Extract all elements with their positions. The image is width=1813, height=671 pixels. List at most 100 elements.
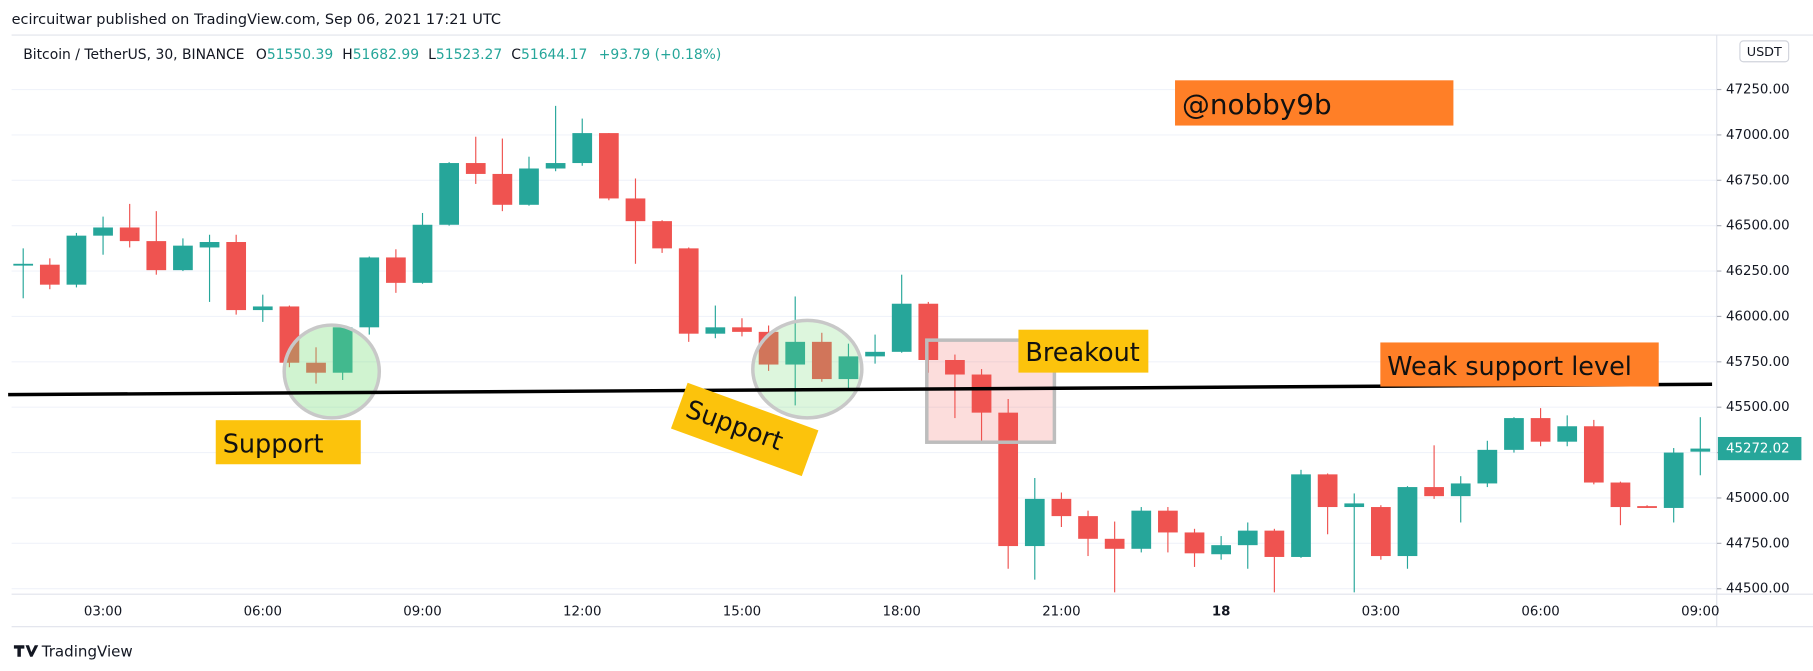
last-price-tag bbox=[1717, 436, 1802, 461]
candle-body bbox=[1237, 530, 1258, 546]
publish-info: ecircuitwar published on TradingView.com… bbox=[12, 12, 501, 28]
candle-body bbox=[519, 168, 539, 205]
y-tick-label: 44750.00 bbox=[1726, 536, 1790, 551]
support-circle bbox=[751, 318, 864, 420]
label-box bbox=[215, 420, 361, 465]
ohlc-key: C bbox=[511, 47, 521, 63]
y-tick-label: 46500.00 bbox=[1726, 219, 1790, 234]
candle-body bbox=[1610, 482, 1631, 508]
annotation: Weak support level bbox=[1387, 352, 1632, 382]
y-tick-label: 45000.00 bbox=[1726, 491, 1790, 506]
x-tick-label: 18:00 bbox=[882, 605, 920, 620]
candle-body bbox=[306, 362, 326, 373]
ohlc-key: L bbox=[428, 47, 436, 63]
candle-body bbox=[386, 257, 406, 283]
candle-body bbox=[39, 264, 60, 285]
candle-body bbox=[971, 374, 992, 413]
candle-body bbox=[1504, 418, 1524, 450]
x-tick-label: 21:00 bbox=[1042, 605, 1080, 620]
candle-body bbox=[13, 263, 34, 266]
candle-body bbox=[146, 241, 167, 271]
candle-body bbox=[66, 235, 87, 285]
candle-body bbox=[1424, 487, 1444, 497]
x-tick-label: 09:00 bbox=[403, 605, 441, 620]
candle-body bbox=[678, 248, 699, 334]
candle-body bbox=[891, 303, 912, 352]
candle-body bbox=[1158, 510, 1178, 533]
candle-body bbox=[332, 327, 353, 373]
candle-body bbox=[625, 198, 646, 222]
candle-body bbox=[1131, 510, 1152, 549]
label-box bbox=[1018, 329, 1149, 373]
candle-body bbox=[412, 224, 433, 283]
candle-body bbox=[252, 306, 273, 311]
footer: TradingView bbox=[41, 643, 133, 661]
candle-body bbox=[93, 227, 113, 236]
y-tick-label: 47000.00 bbox=[1726, 128, 1790, 143]
candle-body bbox=[652, 221, 672, 249]
candle-body bbox=[732, 327, 752, 332]
ohlc-value: 51523.27 bbox=[436, 47, 502, 63]
candle-body bbox=[1104, 538, 1125, 549]
candle-body bbox=[173, 245, 193, 271]
candle-body bbox=[705, 327, 726, 334]
candle-body bbox=[1690, 448, 1711, 452]
annotation: @nobby9b bbox=[1182, 88, 1332, 121]
support-circle bbox=[282, 323, 382, 420]
candle-body bbox=[572, 133, 593, 164]
candle-body bbox=[1557, 426, 1578, 442]
candle-body bbox=[359, 257, 380, 328]
ohlc-value: 51644.17 bbox=[521, 47, 587, 63]
currency-badge[interactable] bbox=[1739, 40, 1790, 63]
candle-body bbox=[945, 360, 965, 375]
last-price-label: 45272.02 bbox=[1726, 442, 1790, 457]
logo-mark bbox=[13, 645, 39, 657]
candle-body bbox=[1450, 483, 1471, 497]
candle-body bbox=[785, 341, 806, 365]
candle-body bbox=[918, 303, 939, 361]
x-tick-label: 18 bbox=[1212, 605, 1231, 620]
candle-body bbox=[1477, 449, 1498, 484]
annotation: Breakout bbox=[1025, 338, 1139, 368]
ohlc-value: 51550.39 bbox=[267, 47, 333, 63]
ohlc-key: H bbox=[342, 47, 352, 63]
annotation: Support bbox=[223, 430, 324, 460]
y-tick-label: 45500.00 bbox=[1726, 400, 1790, 415]
candle-body bbox=[439, 163, 459, 225]
candle-body bbox=[1530, 418, 1551, 442]
change: +93.79 (+0.18%) bbox=[599, 47, 722, 63]
x-tick-label: 12:00 bbox=[563, 605, 601, 620]
x-tick-label: 03:00 bbox=[84, 605, 122, 620]
candle-body bbox=[199, 242, 220, 248]
candle-body bbox=[865, 351, 885, 357]
symbol: Bitcoin / TetherUS, 30, BINANCE bbox=[23, 47, 244, 63]
y-tick-label: 46250.00 bbox=[1726, 264, 1790, 279]
candle-body bbox=[1637, 506, 1657, 508]
tv-logo bbox=[13, 645, 39, 657]
label-box bbox=[1380, 342, 1659, 387]
y-tick-label: 46000.00 bbox=[1726, 309, 1790, 324]
ohlc-value: 51682.99 bbox=[353, 47, 419, 63]
candle-body bbox=[811, 341, 832, 380]
candle-body bbox=[279, 306, 300, 363]
candle-body bbox=[1291, 474, 1311, 557]
candle-body bbox=[1371, 507, 1391, 557]
candle-body bbox=[1397, 487, 1418, 557]
x-tick-label: 15:00 bbox=[723, 605, 761, 620]
candle-body bbox=[119, 227, 140, 242]
ohlc-key: O bbox=[256, 47, 267, 63]
label-box bbox=[670, 382, 819, 477]
x-tick-label: 06:00 bbox=[1521, 605, 1559, 620]
y-tick-label: 45750.00 bbox=[1726, 355, 1790, 370]
currency: USDT bbox=[1747, 45, 1782, 60]
candle-body bbox=[492, 173, 513, 205]
candle-body bbox=[1344, 503, 1365, 508]
legend-header: Bitcoin / TetherUS, 30, BINANCE O51550.3… bbox=[23, 47, 721, 63]
candle-body bbox=[1211, 545, 1231, 555]
candle-body bbox=[465, 163, 486, 174]
x-tick-label: 09:00 bbox=[1681, 605, 1719, 620]
candle-body bbox=[1317, 474, 1338, 508]
candles bbox=[13, 105, 1711, 593]
